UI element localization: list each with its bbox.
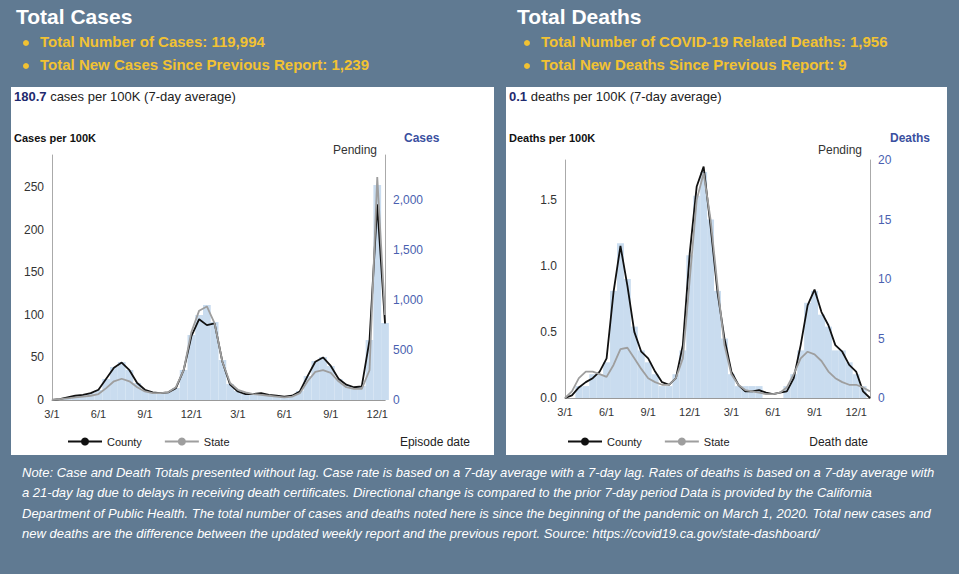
svg-text:Pending: Pending [818, 143, 862, 157]
svg-text:0: 0 [878, 391, 885, 405]
svg-text:new deaths are the difference: new deaths are the difference between th… [22, 526, 820, 541]
svg-text:Total Cases: Total Cases [16, 5, 132, 28]
svg-text:9/1: 9/1 [323, 408, 338, 420]
svg-text:3/1: 3/1 [230, 408, 245, 420]
svg-text:County: County [607, 436, 642, 448]
svg-text:Total Deaths: Total Deaths [517, 5, 641, 28]
svg-text:Deaths per 100K: Deaths per 100K [509, 132, 595, 144]
svg-text:2,000: 2,000 [393, 193, 423, 207]
svg-text:Total Number of Cases: 119,994: Total Number of Cases: 119,994 [40, 33, 265, 50]
svg-text:6/1: 6/1 [599, 406, 614, 418]
svg-text:12/1: 12/1 [181, 408, 202, 420]
svg-text:0.5: 0.5 [540, 325, 557, 339]
svg-text:500: 500 [393, 343, 413, 357]
svg-text:200: 200 [24, 223, 44, 237]
svg-text:15: 15 [878, 213, 892, 227]
svg-text:9/1: 9/1 [137, 408, 152, 420]
svg-text:Total Number of COVID-19 Relat: Total Number of COVID-19 Related Deaths:… [541, 33, 887, 50]
svg-text:Total New Deaths Since Previou: Total New Deaths Since Previous Report: … [541, 56, 847, 73]
svg-text:9/1: 9/1 [641, 406, 656, 418]
svg-text:20: 20 [878, 153, 892, 167]
svg-text:6/1: 6/1 [277, 408, 292, 420]
svg-text:Pending: Pending [333, 143, 377, 157]
svg-text:County: County [107, 436, 142, 448]
svg-text:3/1: 3/1 [44, 408, 59, 420]
svg-text:State: State [204, 436, 230, 448]
svg-text:1.5: 1.5 [540, 193, 557, 207]
svg-text:150: 150 [24, 265, 44, 279]
svg-text:State: State [704, 436, 730, 448]
svg-text:6/1: 6/1 [765, 406, 780, 418]
svg-text:Department of Public Health. T: Department of Public Health. The total n… [22, 506, 934, 521]
svg-text:5: 5 [878, 332, 885, 346]
svg-text:deaths per 100K (7-day average: deaths per 100K (7-day average) [527, 89, 721, 104]
svg-text:Cases: Cases [404, 131, 440, 145]
svg-text:50: 50 [31, 350, 45, 364]
svg-text:Death date: Death date [809, 435, 868, 449]
svg-text:3/1: 3/1 [724, 406, 739, 418]
svg-text:12/1: 12/1 [845, 406, 866, 418]
svg-text:6/1: 6/1 [91, 408, 106, 420]
svg-text:0.0: 0.0 [540, 391, 557, 405]
svg-text:3/1: 3/1 [557, 406, 572, 418]
svg-text:0: 0 [393, 393, 400, 407]
svg-text:Note: Case and Death Totals pr: Note: Case and Death Totals presented wi… [22, 465, 938, 480]
svg-text:1.0: 1.0 [540, 259, 557, 273]
svg-text:Deaths: Deaths [890, 131, 930, 145]
svg-text:180.7: 180.7 [14, 89, 47, 104]
svg-text:12/1: 12/1 [679, 406, 700, 418]
svg-text:10: 10 [878, 272, 892, 286]
svg-text:250: 250 [24, 180, 44, 194]
svg-text:0: 0 [37, 393, 44, 407]
svg-text:12/1: 12/1 [367, 408, 388, 420]
svg-text:0.1: 0.1 [509, 89, 527, 104]
svg-text:Cases per 100K: Cases per 100K [14, 132, 96, 144]
svg-text:1,500: 1,500 [393, 243, 423, 257]
svg-text:9/1: 9/1 [807, 406, 822, 418]
svg-text:1,000: 1,000 [393, 293, 423, 307]
svg-text:a 21-day lag due to delays in: a 21-day lag due to delays in receiving … [22, 485, 875, 500]
svg-text:cases per 100K (7-day average): cases per 100K (7-day average) [47, 89, 236, 104]
svg-text:100: 100 [24, 308, 44, 322]
svg-text:Total New Cases Since Previous: Total New Cases Since Previous Report: 1… [40, 56, 369, 73]
svg-text:Episode date: Episode date [400, 435, 470, 449]
